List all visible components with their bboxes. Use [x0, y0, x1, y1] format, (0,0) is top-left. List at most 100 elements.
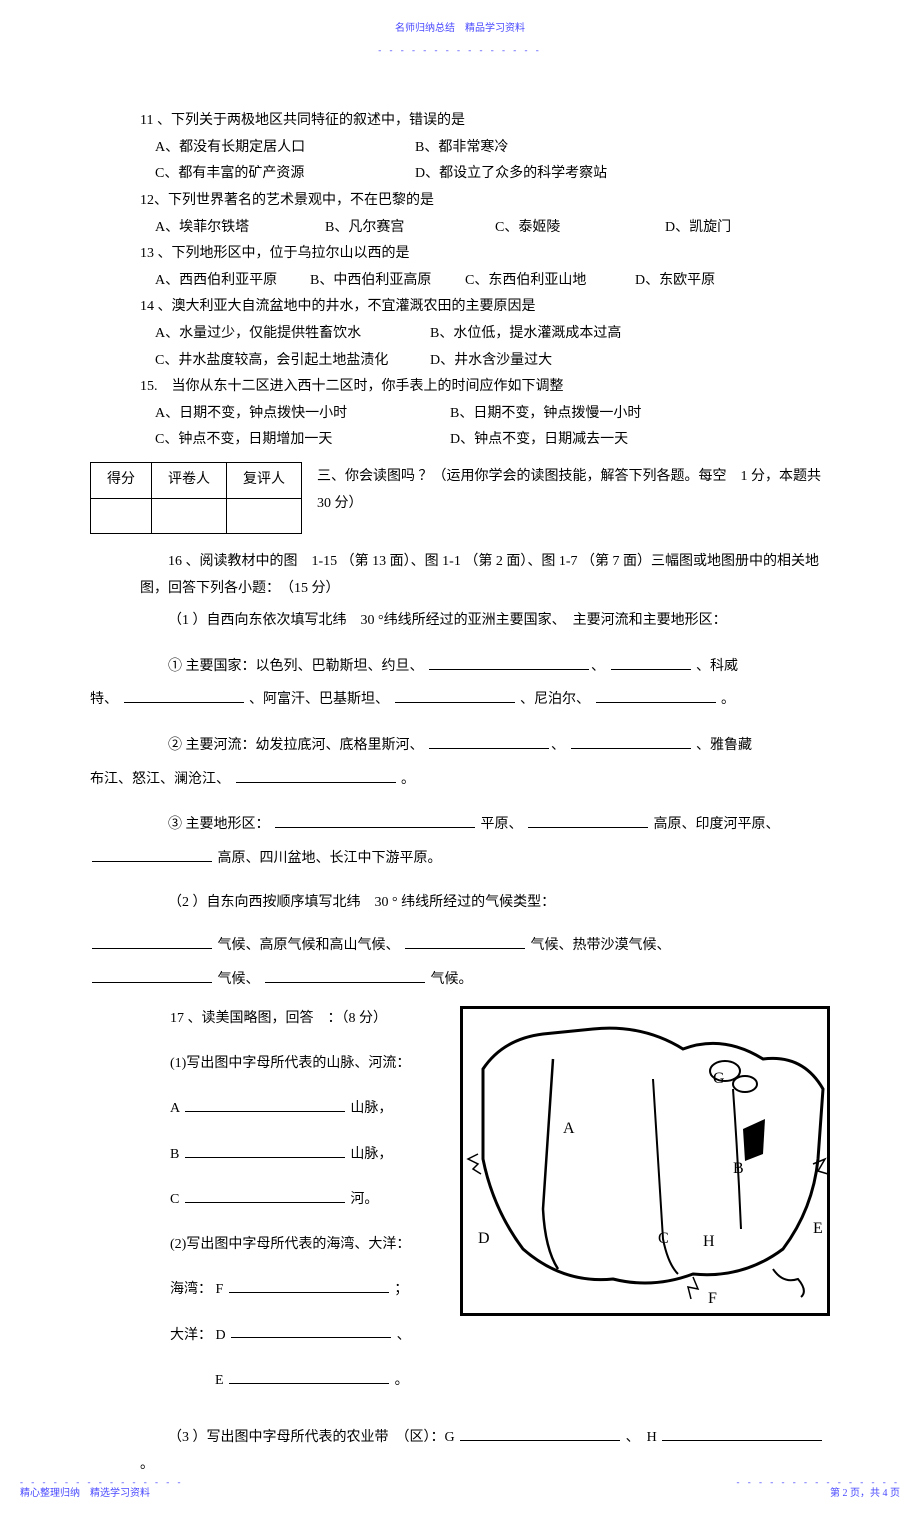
- q16-c1d: 、阿富汗、巴基斯坦、: [249, 692, 389, 707]
- blank[interactable]: [460, 1424, 620, 1441]
- q17-p3a: （3 ）写出图中字母所代表的农业带 （区）：G: [168, 1430, 455, 1445]
- score-h3: 复评人: [227, 462, 302, 498]
- q12-opt-a: A、埃菲尔铁塔: [155, 215, 325, 242]
- q17-hw: 海湾： F: [170, 1282, 223, 1297]
- q17-he: 河。: [350, 1192, 378, 1207]
- usa-map: A B C D E F G H: [460, 1006, 830, 1316]
- q17-comma: 、: [397, 1327, 411, 1342]
- q16-p2d: 气候、: [218, 972, 260, 987]
- blank[interactable]: [185, 1141, 345, 1158]
- blank[interactable]: [596, 687, 716, 704]
- q15-stem: 15. 当你从东十二区进入西十二区时，你手表上的时间应作如下调整: [90, 374, 830, 401]
- q17-shan: 山脉，: [350, 1101, 392, 1116]
- q17-p3c: 。: [140, 1457, 154, 1472]
- blank[interactable]: [275, 811, 475, 828]
- q16-c1c: 特、: [90, 692, 118, 707]
- footer-right: 第 2 页，共 4 页: [830, 1485, 900, 1503]
- blank[interactable]: [571, 732, 691, 749]
- map-label-e: E: [813, 1214, 823, 1244]
- blank[interactable]: [429, 653, 589, 670]
- q17-p3b: 、 H: [626, 1430, 657, 1445]
- q16-c2d: 。: [401, 772, 415, 787]
- q17-sep: ；: [394, 1282, 408, 1297]
- q17-le: E: [215, 1373, 224, 1388]
- blank[interactable]: [405, 932, 525, 949]
- map-label-c: C: [658, 1224, 669, 1254]
- score-table: 得分 评卷人 复评人: [90, 462, 302, 534]
- footer-left: 精心整理归纳 精选学习资料: [20, 1485, 150, 1503]
- q15-opt-b: B、日期不变，钟点拨慢一小时: [450, 401, 641, 428]
- q17-dy: 大洋： D: [170, 1327, 226, 1342]
- q11-opt-a: A、都没有长期定居人口: [155, 135, 415, 162]
- blank[interactable]: [231, 1322, 391, 1339]
- q11-stem: 11 、下列关于两极地区共同特征的叙述中，错误的是: [90, 108, 830, 135]
- blank[interactable]: [236, 766, 396, 783]
- q12-opt-b: B、凡尔赛宫: [325, 215, 495, 242]
- q14-opt-b: B、水位低，提水灌溉成本过高: [430, 321, 621, 348]
- score-h2: 评卷人: [152, 462, 227, 498]
- map-label-b: B: [733, 1154, 744, 1184]
- header-dashes: - - - - - - - - - - - - - - -: [90, 42, 830, 58]
- q16-p2a: （2 ）自东向西按顺序填写北纬 30 ° 纬线所经过的气候类型：: [168, 895, 555, 910]
- q16-c3a: ③ 主要地形区：: [168, 817, 270, 832]
- blank[interactable]: [92, 845, 212, 862]
- q12-opt-d: D、凯旋门: [665, 215, 731, 242]
- q16-c2b: 、雅鲁藏: [696, 738, 752, 753]
- q14-opt-a: A、水量过少，仅能提供牲畜饮水: [155, 321, 430, 348]
- map-label-a: A: [563, 1114, 575, 1144]
- q17-p1: (1)写出图中字母所代表的山脉、河流：: [140, 1051, 445, 1078]
- blank[interactable]: [611, 653, 691, 670]
- q13-opt-b: B、中西伯利亚高原: [310, 268, 465, 295]
- q17-p2: (2)写出图中字母所代表的海湾、大洋：: [140, 1232, 445, 1259]
- map-label-f: F: [708, 1284, 717, 1314]
- q17-la: A: [170, 1101, 179, 1116]
- blank[interactable]: [92, 966, 212, 983]
- map-svg: [463, 1009, 830, 1316]
- q15-opt-d: D、钟点不变，日期减去一天: [450, 427, 628, 454]
- q16-c3c: 高原、印度河平原、: [654, 817, 780, 832]
- q13-stem: 13 、下列地形区中，位于乌拉尔山以西的是: [90, 241, 830, 268]
- q13-opt-d: D、东欧平原: [635, 268, 715, 295]
- blank[interactable]: [429, 732, 549, 749]
- q16-p2b: 气候、高原气候和高山气候、: [218, 938, 400, 953]
- blank[interactable]: [662, 1424, 822, 1441]
- q17-lb: B: [170, 1147, 179, 1162]
- q16-c2a: ② 主要河流：幼发拉底河、底格里斯河、: [168, 738, 424, 753]
- q16-c1a: ① 主要国家：以色列、巴勒斯坦、约旦、: [168, 659, 424, 674]
- q14-stem: 14 、澳大利亚大自流盆地中的井水，不宜灌溉农田的主要原因是: [90, 294, 830, 321]
- q13-opt-c: C、东西伯利亚山地: [465, 268, 635, 295]
- q17-title: 17 、读美国略图，回答 ：（8 分）: [140, 1006, 445, 1033]
- blank[interactable]: [92, 932, 212, 949]
- map-label-g: G: [713, 1064, 725, 1094]
- blank[interactable]: [185, 1095, 345, 1112]
- blank[interactable]: [265, 966, 425, 983]
- q14-opt-d: D、井水含沙量过大: [430, 348, 552, 375]
- q16-p2c: 气候、热带沙漠气候、: [531, 938, 671, 953]
- map-label-h: H: [703, 1227, 715, 1257]
- q16-p2e: 气候。: [431, 972, 473, 987]
- q17-shan2: 山脉，: [350, 1147, 392, 1162]
- header-title: 名师归纳总结 精品学习资料: [90, 20, 830, 38]
- blank[interactable]: [528, 811, 648, 828]
- blank[interactable]: [185, 1186, 345, 1203]
- q16-c1b: 、科威: [696, 659, 738, 674]
- blank[interactable]: [229, 1367, 389, 1384]
- q11-opt-c: C、都有丰富的矿产资源: [155, 161, 415, 188]
- q16-intro: 16 、阅读教材中的图 1-15 （第 13 面）、图 1-1 （第 2 面）、…: [140, 549, 830, 602]
- blank[interactable]: [395, 687, 515, 704]
- q16-c3b: 平原、: [481, 817, 523, 832]
- q16-c1e: 、尼泊尔、: [520, 692, 590, 707]
- q16-p1: （1 ）自西向东依次填写北纬 30 °纬线所经过的亚洲主要国家、 主要河流和主要…: [168, 613, 727, 628]
- map-label-d: D: [478, 1224, 490, 1254]
- q14-opt-c: C、井水盐度较高，会引起土地盐渍化: [155, 348, 430, 375]
- q17-lc: C: [170, 1192, 179, 1207]
- q15-opt-a: A、日期不变，钟点拨快一小时: [155, 401, 450, 428]
- blank[interactable]: [124, 687, 244, 704]
- q16-c1f: 。: [721, 692, 735, 707]
- q12-stem: 12、下列世界著名的艺术景观中，不在巴黎的是: [90, 188, 830, 215]
- q13-opt-a: A、西西伯利亚平原: [155, 268, 310, 295]
- q11-opt-b: B、都非常寒冷: [415, 135, 508, 162]
- blank[interactable]: [229, 1276, 389, 1293]
- q16-c2c: 布江、怒江、澜沧江、: [90, 772, 230, 787]
- q16-c3d: 高原、四川盆地、长江中下游平原。: [218, 851, 442, 866]
